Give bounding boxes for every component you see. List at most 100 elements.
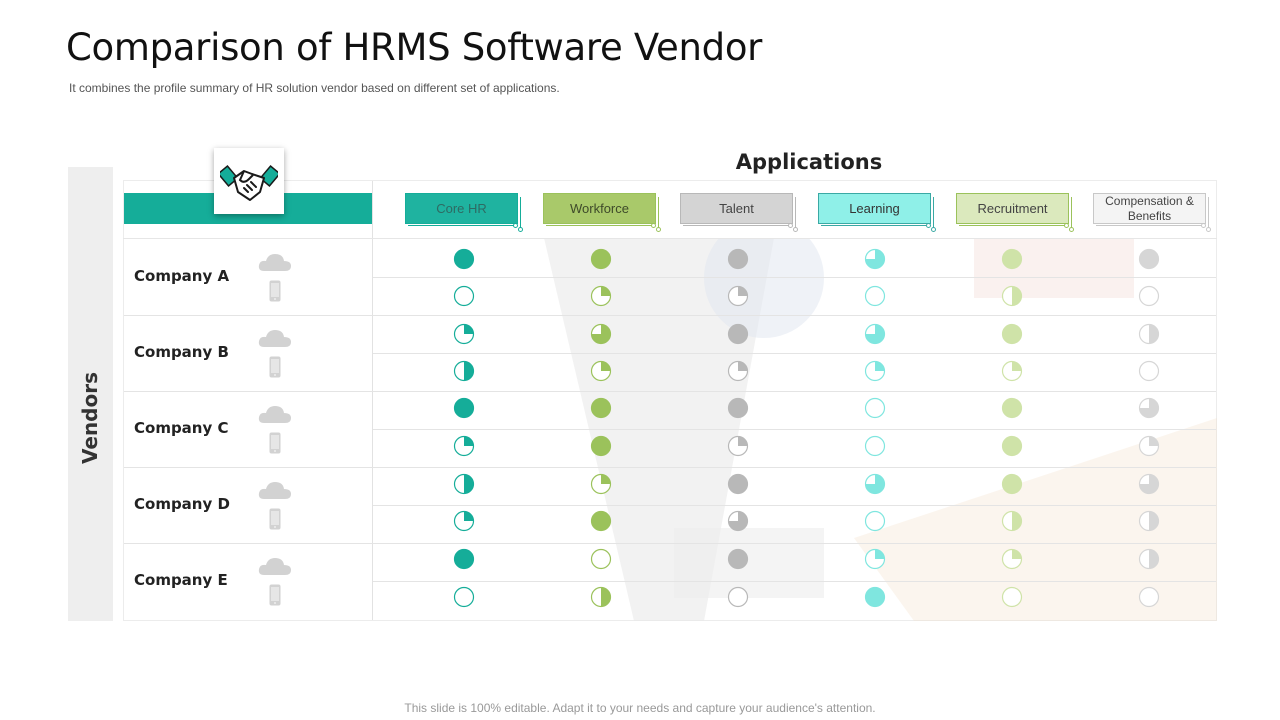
company-name: Company A [134, 267, 230, 285]
header-divider [123, 238, 1217, 239]
company-name: Company E [134, 571, 228, 589]
application-label: Compensation & Benefits [1105, 193, 1194, 223]
rating-harvey-ball [727, 586, 749, 608]
rating-harvey-ball [453, 510, 475, 532]
tab-connector [656, 197, 661, 232]
company-row: Company C [124, 392, 372, 468]
application-tab-2: Workforce [543, 193, 661, 232]
rating-harvey-ball [590, 323, 612, 345]
rating-harvey-ball [1138, 510, 1160, 532]
rating-harvey-ball [1001, 548, 1023, 570]
company-row: Company A [124, 240, 372, 316]
rating-harvey-ball [453, 586, 475, 608]
tab-connector [931, 197, 936, 232]
tab-connector [518, 197, 523, 232]
company-row: Company E [124, 544, 372, 620]
rating-harvey-ball [1001, 473, 1023, 495]
slide-subtitle: It combines the profile summary of HR so… [69, 81, 560, 95]
rating-harvey-ball [1138, 397, 1160, 419]
rating-harvey-ball [1138, 360, 1160, 382]
rating-harvey-ball [453, 435, 475, 457]
tab-connector [1206, 197, 1211, 232]
rating-harvey-ball [453, 360, 475, 382]
rating-harvey-ball [1138, 323, 1160, 345]
company-row-divider [124, 315, 1216, 316]
rating-harvey-ball [727, 323, 749, 345]
slide-title: Comparison of HRMS Software Vendor [66, 26, 763, 69]
rating-harvey-ball [1138, 285, 1160, 307]
rating-harvey-ball [590, 360, 612, 382]
vendors-label: Vendors [78, 371, 102, 465]
tab-connector [1069, 197, 1074, 232]
rating-harvey-ball [727, 510, 749, 532]
phone-icon [269, 584, 281, 606]
rating-harvey-ball [864, 397, 886, 419]
rating-harvey-ball [453, 473, 475, 495]
rating-harvey-ball [453, 548, 475, 570]
company-name: Company C [134, 419, 229, 437]
rating-harvey-ball [453, 397, 475, 419]
handshake-tile [214, 148, 284, 214]
applications-title: Applications [735, 150, 883, 174]
company-row-divider [124, 543, 1216, 544]
rating-harvey-ball [453, 285, 475, 307]
rating-harvey-ball [1001, 285, 1023, 307]
application-tab-5: Recruitment [956, 193, 1074, 232]
rating-harvey-ball [864, 360, 886, 382]
rating-harvey-ball [590, 397, 612, 419]
rating-harvey-ball [864, 285, 886, 307]
company-row: Company D [124, 468, 372, 544]
application-tab-1: Core HR [405, 193, 523, 232]
rating-harvey-ball [1138, 586, 1160, 608]
rating-harvey-ball [727, 360, 749, 382]
rating-harvey-ball [1138, 248, 1160, 270]
phone-icon [269, 508, 281, 530]
rating-harvey-ball [1138, 435, 1160, 457]
company-row-divider [124, 467, 1216, 468]
rating-harvey-ball [727, 285, 749, 307]
company-row-divider [124, 391, 1216, 392]
application-label: Workforce [570, 201, 629, 216]
rating-harvey-ball [864, 510, 886, 532]
rating-harvey-ball [727, 397, 749, 419]
rating-harvey-ball [453, 248, 475, 270]
rating-harvey-ball [864, 586, 886, 608]
rating-harvey-ball [590, 285, 612, 307]
cloud-icon [258, 254, 291, 271]
application-tab-6: Compensation & Benefits [1093, 193, 1211, 232]
sub-row-divider [373, 277, 1216, 278]
handshake-icon [220, 164, 278, 201]
sub-row-divider [373, 429, 1216, 430]
company-row: Company B [124, 316, 372, 392]
rating-harvey-ball [1138, 548, 1160, 570]
vendors-side-bar [68, 167, 113, 621]
cloud-icon [258, 558, 291, 575]
slide-footer: This slide is 100% editable. Adapt it to… [404, 701, 876, 715]
phone-icon [269, 280, 281, 302]
rating-harvey-ball [590, 586, 612, 608]
rating-harvey-ball [727, 435, 749, 457]
rating-harvey-ball [1001, 586, 1023, 608]
rating-harvey-ball [727, 473, 749, 495]
rating-harvey-ball [727, 248, 749, 270]
rating-harvey-ball [590, 248, 612, 270]
sub-row-divider [373, 505, 1216, 506]
cloud-icon [258, 330, 291, 347]
tab-underline [959, 223, 1069, 228]
rating-harvey-ball [864, 248, 886, 270]
application-label: Core HR [436, 201, 487, 216]
cloud-icon [258, 482, 291, 499]
rating-harvey-ball [453, 323, 475, 345]
application-label: Talent [719, 201, 754, 216]
rating-harvey-ball [590, 510, 612, 532]
cloud-icon [258, 406, 291, 423]
company-name: Company B [134, 343, 229, 361]
sub-row-divider [373, 353, 1216, 354]
tab-underline [821, 223, 931, 228]
application-label: Learning [849, 201, 900, 216]
rating-harvey-ball [1138, 473, 1160, 495]
application-tab-4: Learning [818, 193, 936, 232]
rating-harvey-ball [1001, 360, 1023, 382]
company-name: Company D [134, 495, 230, 513]
tab-underline [1096, 223, 1206, 228]
